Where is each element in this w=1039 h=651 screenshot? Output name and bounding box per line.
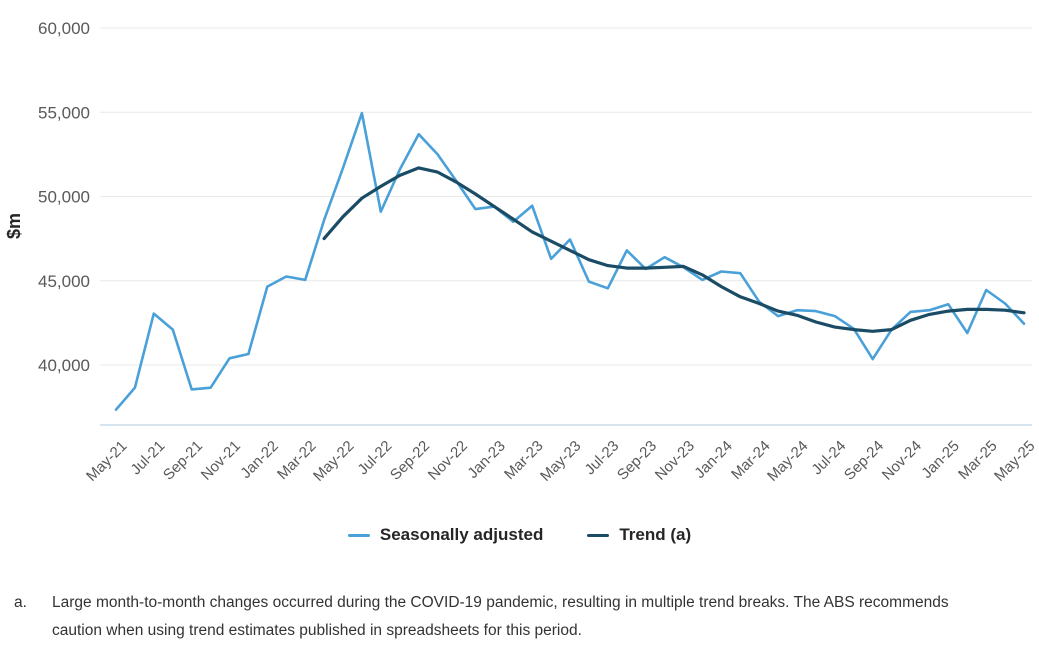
legend-label-trend: Trend (a) xyxy=(619,525,692,544)
x-tick-label: May-23 xyxy=(537,437,584,484)
line-chart: 40,000 45,000 50,000 55,000 60,000 $m May-21Ju… xyxy=(4,19,1038,485)
x-tick-label: Nov-23 xyxy=(652,437,698,483)
y-tick-label: 60,000 xyxy=(38,19,90,38)
x-tick-label: May-21 xyxy=(83,437,130,484)
series-line-trend-a xyxy=(322,166,1026,333)
y-tick-label: 55,000 xyxy=(38,103,90,122)
legend-item-seasonally-adjusted: Seasonally adjusted xyxy=(347,525,544,545)
x-tick-label: Nov-22 xyxy=(425,437,471,483)
x-tick-label: Sep-23 xyxy=(614,437,660,483)
y-tick-label: 45,000 xyxy=(38,272,90,291)
chart-legend: Seasonally adjusted Trend (a) xyxy=(0,521,1039,549)
gridlines xyxy=(100,27,1032,366)
footnote-text: Large month-to-month changes occurred du… xyxy=(52,594,949,639)
y-axis-labels: 40,000 45,000 50,000 55,000 60,000 xyxy=(38,19,90,375)
footnote: a. Large month-to-month changes occurred… xyxy=(14,589,1039,645)
series-line-seasonally-adjusted xyxy=(114,111,1026,411)
x-tick-label: Nov-24 xyxy=(879,437,925,483)
x-tick-label: Sep-22 xyxy=(387,437,433,483)
seasonally-adjusted-line-swatch xyxy=(347,533,370,537)
x-tick-label: May-22 xyxy=(310,437,357,484)
x-tick-label: Jan-23 xyxy=(464,437,508,481)
trend-line-swatch xyxy=(587,533,610,537)
legend-label-seasonally-adjusted: Seasonally adjusted xyxy=(379,525,544,544)
y-tick-label: 40,000 xyxy=(38,356,90,375)
x-tick-label: Sep-21 xyxy=(160,437,206,483)
x-tick-label: Sep-24 xyxy=(841,437,887,483)
x-tick-label: May-24 xyxy=(764,437,811,484)
x-tick-label: Jan-22 xyxy=(237,437,281,481)
x-tick-label: May-25 xyxy=(991,437,1038,484)
y-tick-label: 50,000 xyxy=(38,188,90,207)
x-axis-labels: May-21Jul-21Sep-21Nov-21Jan-22Mar-22May-… xyxy=(83,437,1038,484)
legend-item-trend: Trend (a) xyxy=(587,525,691,545)
y-axis-title: $m xyxy=(4,213,24,239)
x-tick-label: Jan-25 xyxy=(918,437,962,481)
footnote-marker: a. xyxy=(14,594,27,611)
x-tick-label: Nov-21 xyxy=(198,437,244,483)
x-tick-label: Jan-24 xyxy=(691,437,735,481)
